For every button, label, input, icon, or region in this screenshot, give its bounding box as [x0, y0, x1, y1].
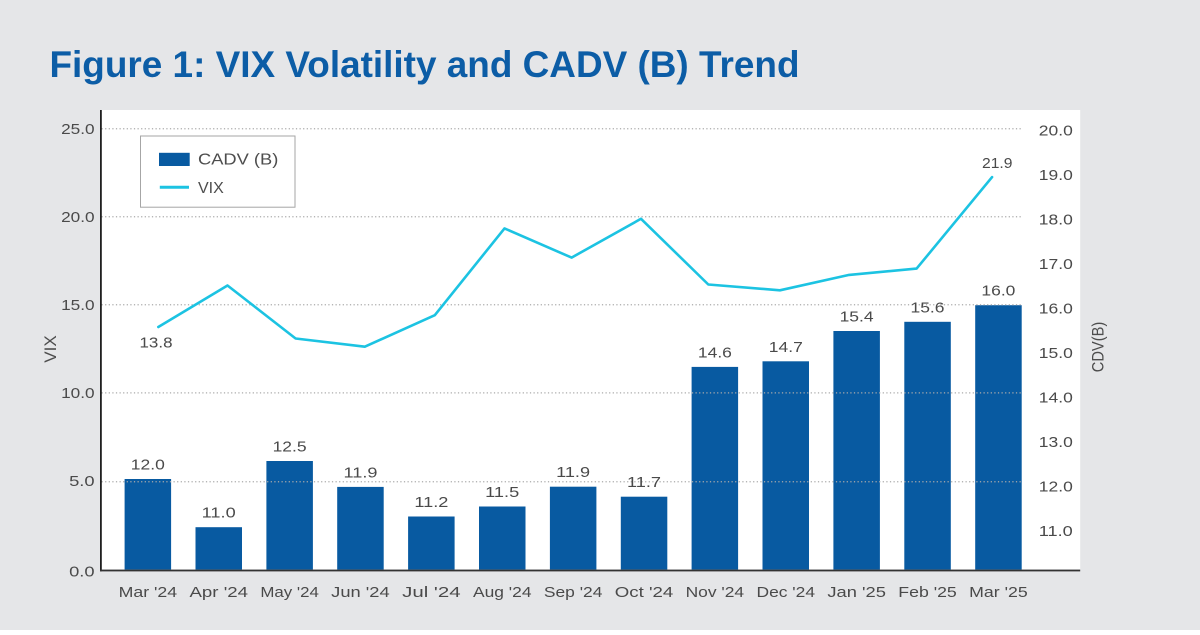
svg-text:10.0: 10.0 — [61, 385, 95, 402]
svg-text:19.0: 19.0 — [1039, 167, 1073, 184]
svg-text:11.7: 11.7 — [627, 474, 661, 491]
svg-text:Figure 1: VIX Volatility and C: Figure 1: VIX Volatility and CADV (B) Tr… — [50, 44, 800, 85]
svg-text:VIX: VIX — [41, 335, 60, 362]
svg-text:14.7: 14.7 — [769, 339, 803, 356]
svg-text:21.9: 21.9 — [982, 155, 1013, 172]
svg-text:13.8: 13.8 — [140, 334, 173, 351]
svg-text:Oct '24: Oct '24 — [615, 584, 674, 601]
svg-text:CADV (B): CADV (B) — [198, 151, 278, 168]
svg-text:15.0: 15.0 — [61, 297, 95, 314]
svg-text:Mar '25: Mar '25 — [969, 584, 1027, 601]
svg-text:CDV(B): CDV(B) — [1089, 322, 1108, 373]
svg-text:15.0: 15.0 — [1039, 345, 1073, 362]
svg-text:11.9: 11.9 — [344, 464, 378, 481]
svg-text:Jan '25: Jan '25 — [827, 584, 886, 601]
svg-text:14.6: 14.6 — [698, 344, 732, 361]
svg-text:VIX: VIX — [198, 180, 224, 197]
svg-text:11.0: 11.0 — [202, 505, 236, 522]
svg-text:12.0: 12.0 — [131, 457, 165, 474]
svg-text:11.0: 11.0 — [1039, 523, 1073, 540]
svg-text:16.0: 16.0 — [981, 283, 1015, 300]
svg-text:13.0: 13.0 — [1039, 434, 1073, 451]
svg-text:Dec '24: Dec '24 — [757, 584, 816, 601]
svg-text:18.0: 18.0 — [1039, 212, 1073, 229]
svg-text:17.0: 17.0 — [1039, 256, 1073, 273]
svg-text:0.0: 0.0 — [69, 563, 95, 580]
svg-text:11.2: 11.2 — [414, 494, 448, 511]
svg-text:Sep '24: Sep '24 — [544, 584, 603, 601]
svg-text:Nov '24: Nov '24 — [686, 584, 745, 601]
svg-text:May '24: May '24 — [260, 584, 319, 601]
svg-text:14.0: 14.0 — [1039, 390, 1073, 407]
svg-text:15.4: 15.4 — [840, 309, 874, 326]
svg-text:12.5: 12.5 — [273, 439, 307, 456]
svg-text:Mar '24: Mar '24 — [119, 584, 178, 601]
svg-text:Apr '24: Apr '24 — [190, 584, 249, 601]
svg-text:20.0: 20.0 — [1039, 123, 1073, 140]
svg-text:25.0: 25.0 — [61, 121, 95, 138]
svg-text:Jun '24: Jun '24 — [331, 584, 390, 601]
svg-text:5.0: 5.0 — [69, 473, 95, 490]
svg-text:16.0: 16.0 — [1039, 301, 1073, 318]
svg-text:12.0: 12.0 — [1039, 479, 1073, 496]
svg-text:11.5: 11.5 — [485, 484, 519, 501]
svg-text:Aug '24: Aug '24 — [473, 584, 532, 601]
svg-text:15.6: 15.6 — [911, 299, 945, 316]
svg-text:11.9: 11.9 — [556, 464, 590, 481]
svg-text:20.0: 20.0 — [61, 209, 95, 226]
svg-text:Jul '24: Jul '24 — [402, 584, 461, 601]
svg-text:Feb '25: Feb '25 — [898, 584, 957, 601]
